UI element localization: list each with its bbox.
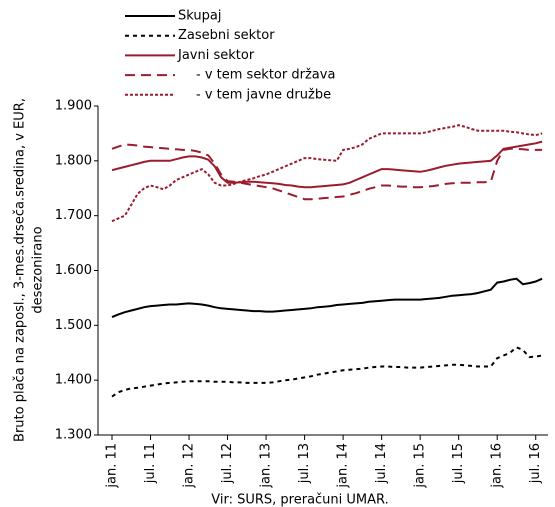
- x-tick-label: jul. 12: [220, 443, 235, 484]
- x-tick-label: jul. 14: [374, 443, 389, 484]
- series-line: [111, 346, 543, 398]
- x-tick-label: jul. 15: [451, 443, 466, 484]
- x-tick-label: jan. 11: [105, 443, 120, 489]
- x-tick-label: jul. 16: [528, 443, 543, 484]
- y-tick-label: 1.600: [55, 263, 92, 278]
- y-tick-label: 1.900: [55, 99, 92, 114]
- x-tick-label: jul. 11: [143, 443, 158, 484]
- series-line: [111, 277, 543, 319]
- x-tick-label: jul. 13: [297, 443, 312, 484]
- y-tick-label: 1.400: [55, 373, 92, 388]
- x-tick-label: jan. 13: [259, 443, 274, 489]
- x-tick-label: jan. 15: [413, 443, 428, 489]
- y-tick-label: 1.700: [55, 208, 92, 223]
- series-line: [111, 124, 543, 223]
- y-tick-label: 1.500: [55, 318, 92, 333]
- series-line: [111, 140, 543, 189]
- legend-label: - v tem sektor država: [196, 68, 335, 83]
- legend-label: Zasebni sektor: [178, 28, 275, 43]
- y-tick-label: 1.300: [55, 428, 92, 443]
- legend-label: - v tem javne družbe: [196, 87, 331, 102]
- y-axis-label: desezonirano: [31, 226, 46, 313]
- x-tick-label: jan. 12: [182, 443, 197, 489]
- x-tick-label: jan. 16: [490, 443, 505, 489]
- y-tick-label: 1.800: [55, 153, 92, 168]
- series-line: [111, 143, 543, 201]
- legend-label: Skupaj: [178, 9, 221, 24]
- source-note: Vir: SURS, preračuni UMAR.: [211, 493, 388, 507]
- legend-label: Javni sektor: [177, 48, 255, 63]
- x-tick-label: jan. 14: [336, 443, 351, 489]
- y-axis-label: Bruto plača na zaposl., 3-mes.drseča.sre…: [13, 98, 28, 442]
